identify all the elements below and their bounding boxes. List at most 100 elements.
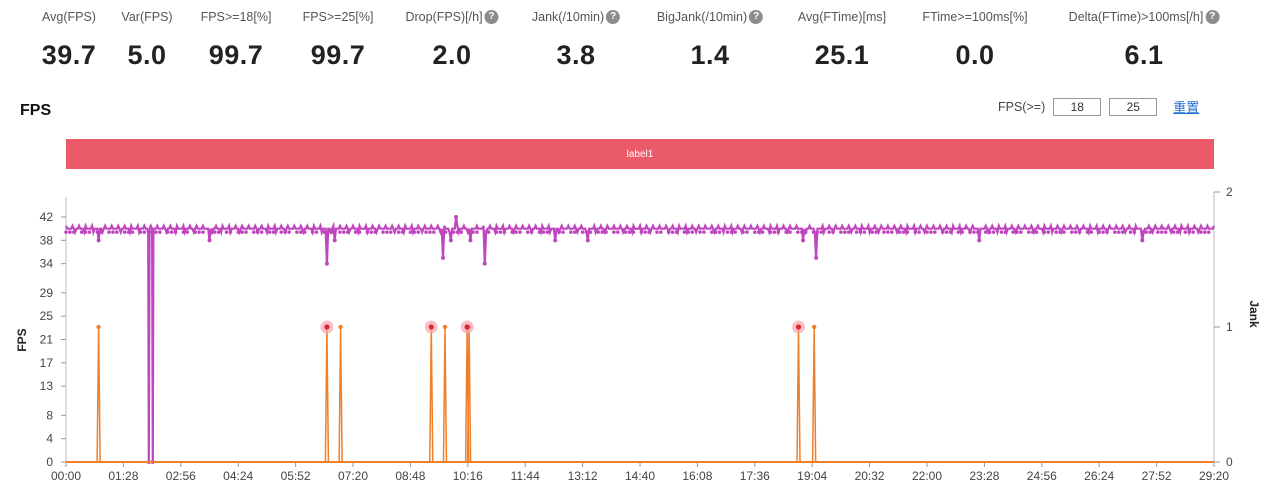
stat-label-text: Var(FPS) xyxy=(121,10,173,24)
fps-point xyxy=(310,230,315,234)
fps-point xyxy=(584,230,589,234)
stat-label-text: Avg(FPS) xyxy=(42,10,96,24)
fps-point xyxy=(514,230,518,234)
stat-value: 6.1 xyxy=(1124,40,1164,70)
help-icon[interactable]: ? xyxy=(749,10,764,24)
fps-point xyxy=(815,230,820,234)
fps-point xyxy=(913,230,918,234)
fps-point xyxy=(197,230,201,234)
fps-point xyxy=(796,230,800,234)
stat-1: Var(FPS) 5.0 xyxy=(121,0,172,71)
fps-point xyxy=(326,230,331,234)
x-tick-label: 02:56 xyxy=(166,469,196,483)
fps-point xyxy=(126,230,131,234)
fps-point xyxy=(396,230,401,234)
stat-label: Var(FPS) xyxy=(121,0,172,28)
fps-point xyxy=(572,230,577,234)
fps-point xyxy=(416,230,421,234)
fps-point xyxy=(831,230,835,234)
stat-label-text: Drop(FPS)[/h] xyxy=(405,10,483,24)
fps-point xyxy=(302,230,307,234)
stat-3: FPS>=25[%] 99.7 xyxy=(303,0,374,71)
stat-4: Drop(FPS)[/h]? 2.0 xyxy=(405,0,499,71)
fps-point xyxy=(1140,230,1145,234)
fps-point xyxy=(95,230,100,234)
stat-value: 99.7 xyxy=(310,40,366,70)
fps-point xyxy=(811,230,816,234)
stat-0: Avg(FPS) 39.7 xyxy=(42,0,97,71)
fps-point xyxy=(138,230,143,234)
fps-point xyxy=(142,230,147,234)
x-tick-label: 24:56 xyxy=(1027,469,1057,483)
help-icon[interactable]: ? xyxy=(606,10,621,24)
y-left-tick-label: 25 xyxy=(40,309,54,323)
fps-point xyxy=(948,230,953,234)
jank-spike xyxy=(796,326,801,463)
fps-point xyxy=(154,230,158,234)
stat-label: Jank(/10min)? xyxy=(532,0,621,28)
label-bar[interactable]: label1 xyxy=(66,139,1214,169)
fps-point xyxy=(1206,230,1211,234)
fps-point xyxy=(553,230,558,234)
fps-point xyxy=(158,230,162,234)
y-left-tick-label: 17 xyxy=(40,356,54,370)
fps-point xyxy=(623,230,628,234)
fps-point xyxy=(432,230,436,234)
fps-point xyxy=(459,230,464,234)
x-tick-label: 01:28 xyxy=(108,469,138,483)
fps-point xyxy=(870,230,875,234)
jank-point xyxy=(338,324,343,330)
fps-point xyxy=(686,230,691,234)
stat-label: Delta(FTime)>100ms[/h]? xyxy=(1069,0,1220,28)
fps-point xyxy=(1019,230,1023,234)
fps-point xyxy=(1148,230,1152,234)
fps-point xyxy=(181,230,186,234)
fps-point xyxy=(1085,230,1090,234)
fps-point xyxy=(408,230,413,234)
fps-dip-point xyxy=(977,238,982,243)
fps-point xyxy=(224,230,229,234)
fps-point xyxy=(1077,230,1082,234)
fps-jank-chart[interactable]: 0 4 8 13 17 21 25 29 34 38 42 0 1 2 00:00 01:28 02:56 04:… xyxy=(0,180,1269,493)
fps-point xyxy=(424,230,428,234)
x-tick-label: 27:52 xyxy=(1142,469,1172,483)
y-left-tick-label: 29 xyxy=(40,286,54,300)
fps-point xyxy=(79,230,84,234)
fps-point xyxy=(784,230,788,234)
x-tick-label: 11:44 xyxy=(511,469,540,483)
fps-dip-point xyxy=(814,255,819,260)
fps-dip-point xyxy=(441,255,446,260)
fps-point xyxy=(858,230,863,234)
x-tick-label: 16:08 xyxy=(682,469,712,483)
fps-point xyxy=(987,230,992,234)
fps-point xyxy=(165,230,170,234)
stat-6: BigJank(/10min)? 1.4 xyxy=(657,0,764,71)
threshold-label: FPS(>=) xyxy=(998,99,1046,114)
fps-point xyxy=(839,230,843,234)
fps-point xyxy=(1156,230,1160,234)
fps-point xyxy=(670,230,675,234)
bigjank-point xyxy=(795,324,802,330)
x-tick-label: 08:48 xyxy=(395,469,425,483)
fps-point xyxy=(369,230,374,234)
fps-point xyxy=(1097,230,1101,234)
fps-point xyxy=(655,230,659,234)
fps-point xyxy=(627,230,632,234)
fps-threshold-low-input[interactable] xyxy=(1053,97,1102,116)
reset-link[interactable]: 重置 xyxy=(1173,100,1200,115)
fps-point xyxy=(874,230,878,234)
fps-point xyxy=(725,230,730,234)
fps-threshold-high-input[interactable] xyxy=(1109,97,1158,116)
fps-point xyxy=(1187,230,1192,234)
fps-point xyxy=(768,230,773,234)
fps-point xyxy=(905,230,910,234)
help-icon[interactable]: ? xyxy=(484,10,499,24)
fps-point xyxy=(659,230,663,234)
fps-point xyxy=(201,230,205,234)
fps-point xyxy=(545,230,550,234)
help-icon[interactable]: ? xyxy=(1205,10,1220,24)
fps-point xyxy=(400,230,405,234)
stat-value: 0.0 xyxy=(955,40,995,70)
fps-point xyxy=(733,230,738,234)
fps-point xyxy=(639,230,644,234)
